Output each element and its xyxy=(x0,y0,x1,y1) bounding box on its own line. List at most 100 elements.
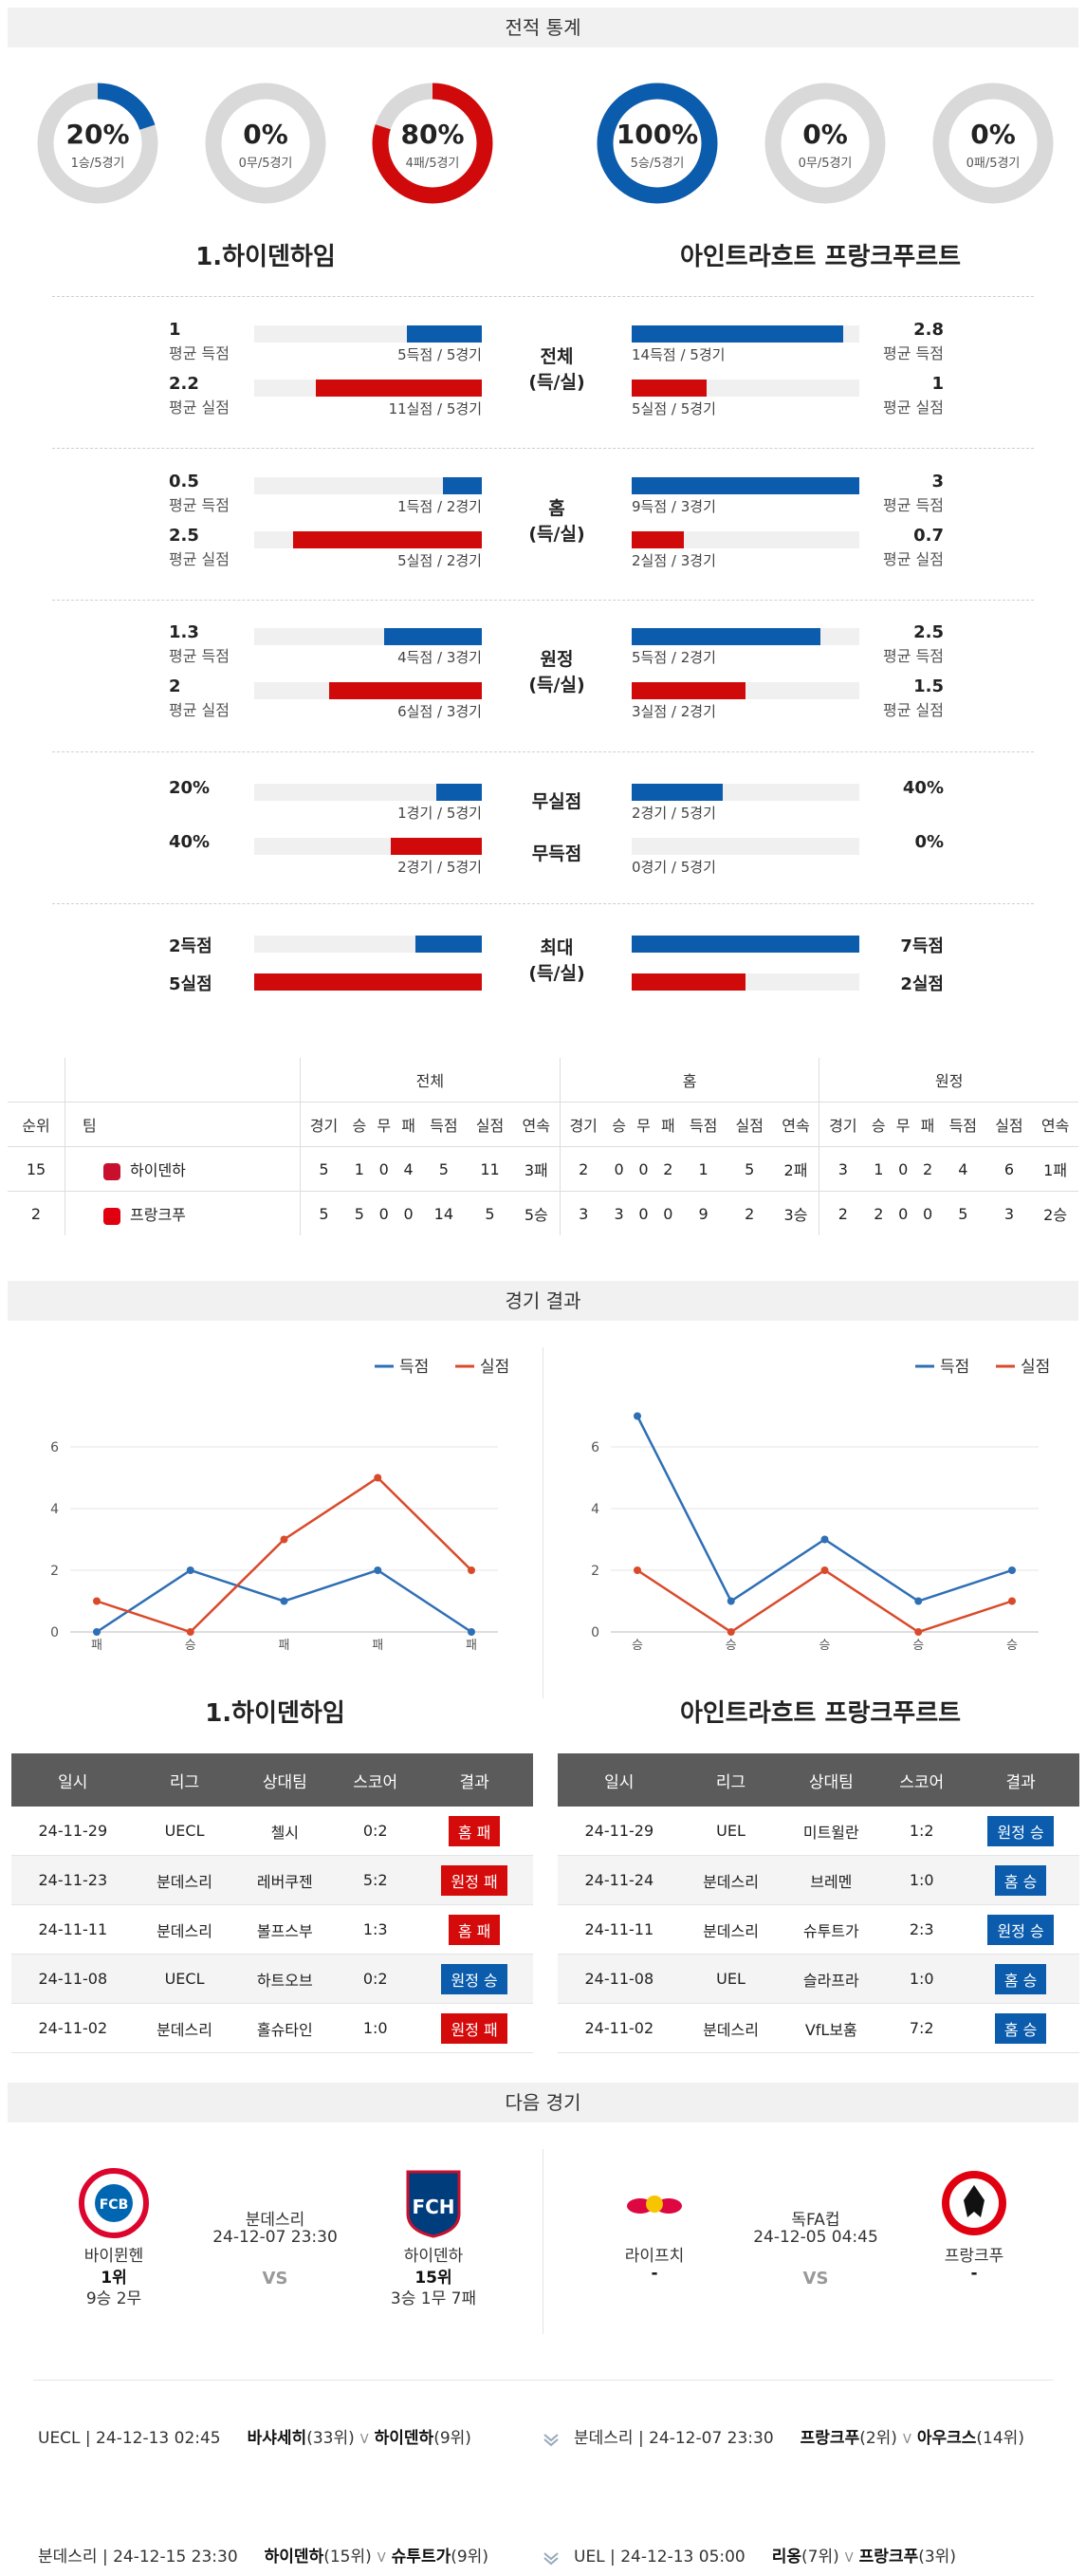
team1-name: 바이뮌헨 xyxy=(83,2247,144,2266)
stat-cell: 5 xyxy=(420,1146,468,1192)
stat-cell: 4 xyxy=(939,1146,986,1192)
result-row: 24-11-08 UECL 하트오브 0:2 원정 승 xyxy=(11,1954,533,2004)
x-tick-label: 승 xyxy=(912,1639,924,1653)
away-stat-label: 평균 득점 xyxy=(883,647,944,665)
donut-percent: 20% xyxy=(65,119,130,150)
stat-cell: 2 xyxy=(819,1191,867,1235)
result-badge: 홈 승 xyxy=(994,2012,1047,2044)
away-stat-value: 40% xyxy=(902,778,944,798)
home-bar-fill xyxy=(436,784,482,801)
vs-label: VS xyxy=(262,2269,288,2289)
stat-cell: 5 xyxy=(726,1146,773,1192)
home-bar-fill xyxy=(329,682,482,699)
upcoming-team2: 슈투트가 xyxy=(391,2548,451,2567)
result-row: 24-11-11 분데스리 슈투트가 2:3 원정 승 xyxy=(558,1904,1079,1955)
data-point xyxy=(186,1566,194,1574)
result-row: 24-11-29 UEL 미트윌란 1:2 원정 승 xyxy=(558,1807,1079,1856)
home-bar-track xyxy=(254,784,482,801)
stat-cell: 4 xyxy=(396,1146,421,1192)
away-stat-value: 2.8 xyxy=(913,320,944,340)
home-bar-caption: 6실점 / 3경기 xyxy=(397,703,482,720)
away-stat-value: 3 xyxy=(931,472,944,491)
chevron-down-icon[interactable] xyxy=(542,2550,561,2566)
home-bar-fill xyxy=(407,325,482,343)
result-date: 24-11-11 xyxy=(558,1904,681,1955)
legend-scored-label: 득점 xyxy=(399,1358,429,1377)
data-point xyxy=(914,1628,923,1636)
team-cell: 프랑크푸 xyxy=(64,1191,301,1235)
team-crest-icon xyxy=(103,1207,120,1225)
stat-group-label: 전체 (득/실) xyxy=(500,344,614,396)
away-results-table: 일시 리그 상대팀 스코어 결과 24-11-29 UEL 미트윌란 1:2 원정 승 24-11-… xyxy=(558,1753,1079,2053)
away-bar-track xyxy=(632,531,859,548)
upcoming-match[interactable]: UEL | 24-12-13 05:00 리옹(7위) V 프랑크푸(3위) xyxy=(574,2543,956,2567)
vs-label: VS xyxy=(802,2269,829,2289)
away-bar-caption: 9득점 / 3경기 xyxy=(632,498,716,515)
results-col-header: 일시 xyxy=(558,1753,681,1807)
donut-ring xyxy=(205,83,326,204)
upcoming-team2: 프랑크푸 xyxy=(858,2548,919,2567)
result-badge: 홈 패 xyxy=(448,1815,501,1846)
stat-cell: 0 xyxy=(371,1146,396,1192)
stat-cell: 5 xyxy=(299,1191,347,1235)
upcoming-team2-rank: (9위) xyxy=(433,2429,471,2448)
upcoming-match[interactable]: 분데스리 | 24-12-15 23:30 하이덴하(15위) V 슈투트가(9위) xyxy=(38,2543,488,2567)
group-header: 홈 xyxy=(559,1058,819,1103)
away-stat-label: 평균 실점 xyxy=(883,701,944,719)
rb-logo-icon xyxy=(619,2168,690,2238)
data-point xyxy=(820,1535,829,1544)
upcoming-team2-rank: (14위) xyxy=(976,2429,1024,2448)
results-col-header: 결과 xyxy=(415,1753,533,1807)
team-name: 하이덴하 xyxy=(130,1161,186,1179)
upcoming-match[interactable]: UECL | 24-12-13 02:45 바샤세히(33위) V 하이덴하(9위) xyxy=(38,2424,471,2448)
away-bar-fill xyxy=(632,531,684,548)
donut-ring xyxy=(597,83,718,204)
result-badge-cell: 원정 승 xyxy=(415,1954,533,2004)
upcoming-match[interactable]: 분데스리 | 24-12-07 23:30 프랑크푸(2위) V 아우크스(14위) xyxy=(574,2424,1024,2448)
away-stat-label: 평균 실점 xyxy=(883,550,944,568)
away-bar-caption: 2실점 / 3경기 xyxy=(632,552,716,569)
legend-scored-label: 득점 xyxy=(940,1358,969,1377)
home-bar-caption: 11실점 / 5경기 xyxy=(388,400,482,417)
away-bar-caption: 5실점 / 5경기 xyxy=(632,400,716,417)
donut-caption: 1승/5경기 xyxy=(70,157,125,171)
result-league: 분데스리 xyxy=(680,1904,782,1955)
result-date: 24-11-24 xyxy=(558,1855,681,1905)
col-header: 실점 xyxy=(475,1117,505,1135)
away-stat-label: 평균 실점 xyxy=(883,398,944,417)
stat-cell: 11 xyxy=(467,1146,513,1192)
donut-caption: 4패/5경기 xyxy=(405,157,460,171)
stat-group-label-sub: (득/실) xyxy=(528,524,585,545)
home-stat-value: 2 xyxy=(169,676,181,696)
home-max-value: 5실점 xyxy=(169,974,212,994)
result-opponent: 레버쿠젠 xyxy=(234,1855,336,1905)
stat-cell: 1 xyxy=(866,1146,892,1192)
results-col-header: 결과 xyxy=(962,1753,1079,1807)
away-stat-value: 1.5 xyxy=(913,676,944,696)
result-date: 24-11-29 xyxy=(11,1807,135,1856)
result-badge: 홈 승 xyxy=(994,1864,1047,1896)
y-tick-label: 6 xyxy=(591,1440,599,1455)
result-league: UEL xyxy=(680,1954,782,2004)
chevron-down-icon[interactable] xyxy=(542,2432,561,2447)
results-col-header: 스코어 xyxy=(881,1753,963,1807)
y-tick-label: 0 xyxy=(50,1625,59,1640)
donut-track xyxy=(932,83,1054,204)
away-bar-caption: 14득점 / 5경기 xyxy=(632,346,726,363)
result-league: UECL xyxy=(134,1954,235,2004)
zero-scored-label: 무득점 xyxy=(531,843,582,864)
home-bar-fill xyxy=(443,477,482,494)
away-stat-value: 1 xyxy=(931,374,944,394)
away-bar-fill xyxy=(632,325,843,343)
stat-cell: 1 xyxy=(680,1146,727,1192)
results-header-row: 일시 리그 상대팀 스코어 결과 xyxy=(558,1753,1079,1807)
result-date: 24-11-08 xyxy=(11,1954,135,2004)
result-row: 24-11-02 분데스리 홀슈타인 1:0 원정 패 xyxy=(11,2003,533,2053)
data-point xyxy=(280,1535,288,1544)
stat-cell: 2 xyxy=(655,1146,681,1192)
col-header: 패 xyxy=(660,1117,675,1135)
stat-separator xyxy=(52,448,1034,449)
team1-record: 9승 2무 xyxy=(85,2289,142,2308)
stat-cell: 2 xyxy=(866,1191,892,1235)
result-league: UEL xyxy=(680,1807,782,1856)
